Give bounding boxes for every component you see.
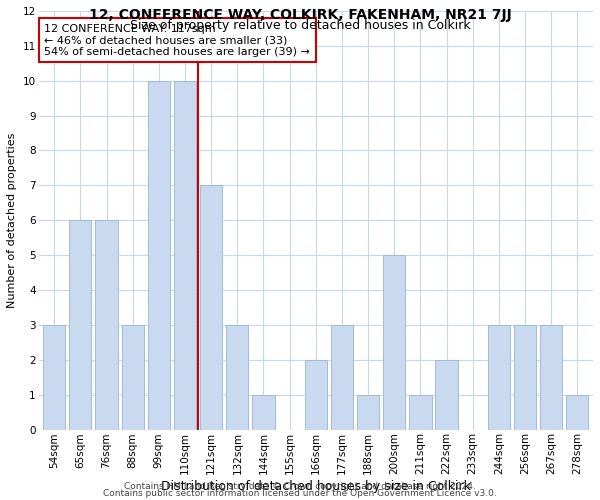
Bar xyxy=(357,394,379,430)
Text: Contains HM Land Registry data © Crown copyright and database right 2024.: Contains HM Land Registry data © Crown c… xyxy=(124,482,476,491)
Bar xyxy=(566,394,589,430)
Bar xyxy=(253,394,275,430)
Bar xyxy=(383,255,406,430)
Bar xyxy=(331,325,353,430)
Text: 12, CONFERENCE WAY, COLKIRK, FAKENHAM, NR21 7JJ: 12, CONFERENCE WAY, COLKIRK, FAKENHAM, N… xyxy=(89,8,511,22)
Text: Size of property relative to detached houses in Colkirk: Size of property relative to detached ho… xyxy=(130,19,470,32)
Bar xyxy=(305,360,327,430)
Bar xyxy=(148,80,170,430)
Bar xyxy=(122,325,144,430)
Bar xyxy=(436,360,458,430)
X-axis label: Distribution of detached houses by size in Colkirk: Distribution of detached houses by size … xyxy=(161,480,471,493)
Bar xyxy=(409,394,431,430)
Bar xyxy=(514,325,536,430)
Bar xyxy=(226,325,248,430)
Bar xyxy=(540,325,562,430)
Bar xyxy=(43,325,65,430)
Bar xyxy=(200,186,222,430)
Bar xyxy=(95,220,118,430)
Text: 12 CONFERENCE WAY: 117sqm
← 46% of detached houses are smaller (33)
54% of semi-: 12 CONFERENCE WAY: 117sqm ← 46% of detac… xyxy=(44,24,310,56)
Bar xyxy=(488,325,510,430)
Bar xyxy=(69,220,91,430)
Bar xyxy=(174,80,196,430)
Y-axis label: Number of detached properties: Number of detached properties xyxy=(7,132,17,308)
Text: Contains public sector information licensed under the Open Government Licence v3: Contains public sector information licen… xyxy=(103,489,497,498)
